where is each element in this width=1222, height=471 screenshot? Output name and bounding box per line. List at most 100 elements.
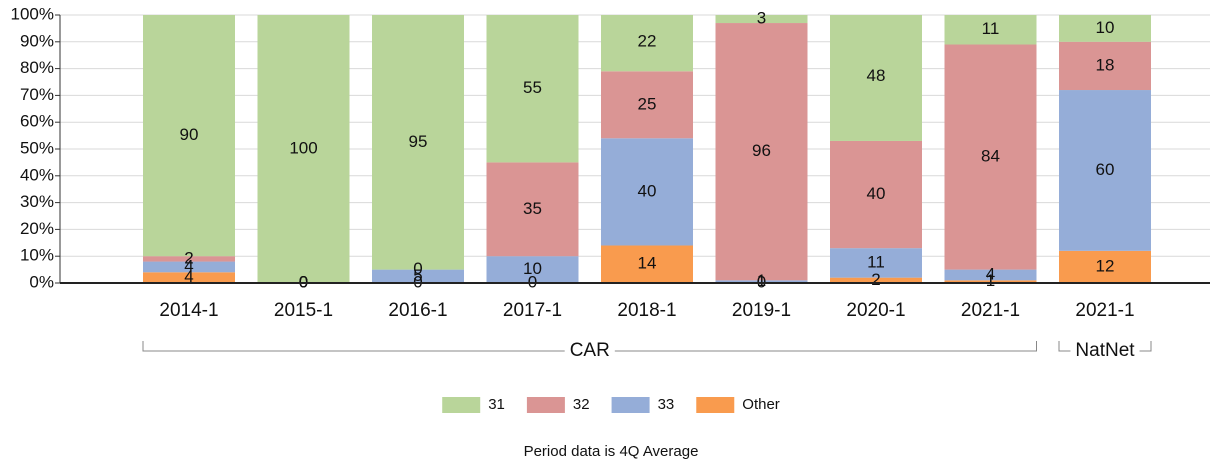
value-label: 18 (1096, 55, 1115, 74)
y-tick-label: 20% (20, 219, 54, 238)
value-label: 3 (757, 9, 766, 28)
value-label: 4 (184, 256, 193, 275)
legend-swatch (611, 397, 650, 413)
bar-segment (944, 269, 1037, 281)
value-label: 11 (867, 252, 885, 271)
value-label: 14 (638, 254, 657, 273)
group-label: NatNet (1075, 340, 1135, 361)
y-tick-label: 40% (20, 165, 54, 184)
value-label: 1 (986, 271, 995, 290)
legend-label: 32 (573, 396, 590, 413)
x-tick-label: 2016-1 (388, 300, 447, 321)
y-tick-label: 90% (20, 31, 54, 50)
x-tick-label: 2019-1 (732, 300, 791, 321)
y-tick-label: 10% (20, 246, 54, 265)
value-label: 0 (413, 272, 422, 291)
value-label: 55 (523, 78, 542, 97)
bar-segment (830, 277, 922, 283)
value-label: 25 (638, 94, 657, 113)
value-label: 0 (299, 272, 308, 291)
value-label: 5 (413, 266, 422, 285)
value-label: 1 (757, 271, 766, 290)
bar-segment (143, 272, 235, 283)
bar-segment (601, 71, 693, 139)
x-tick-label: 2018-1 (617, 300, 676, 321)
legend-swatch (442, 397, 481, 413)
legend-swatch (696, 397, 735, 413)
bar-segment (257, 15, 350, 283)
y-tick-label: 60% (20, 112, 54, 131)
bar-segment (601, 15, 693, 72)
bar-segment (830, 248, 922, 278)
legend-label: Other (742, 396, 780, 413)
value-label: 0 (299, 272, 308, 291)
bar-segment (715, 23, 808, 281)
bar-segment (830, 15, 922, 141)
value-label: 100 (289, 138, 317, 157)
bar-segment (715, 15, 808, 24)
bar-segment (372, 269, 464, 283)
legend-item: 32 (526, 396, 590, 413)
value-label: 4 (986, 264, 995, 283)
value-label: 96 (752, 141, 771, 160)
value-label: 0 (757, 272, 766, 291)
bar-segment (486, 256, 579, 283)
value-label: 48 (867, 66, 886, 85)
group-bracket (142, 341, 1037, 352)
value-label: 12 (1096, 256, 1115, 275)
y-tick-label: 30% (20, 192, 54, 211)
value-label: 0 (299, 272, 308, 291)
bar-segment (830, 140, 922, 249)
y-tick-label: 100% (11, 4, 54, 23)
value-label: 35 (523, 199, 542, 218)
value-label: 90 (180, 125, 199, 144)
bar-segment (1059, 15, 1151, 42)
value-label: 40 (867, 184, 886, 203)
value-label: 84 (981, 147, 1000, 166)
x-tick-label: 2020-1 (846, 300, 905, 321)
group-label: CAR (570, 340, 610, 361)
value-label: 4 (184, 267, 193, 286)
legend-item: 33 (611, 396, 675, 413)
y-tick-label: 50% (20, 138, 54, 157)
legend-item: Other (696, 396, 780, 413)
y-tick-label: 80% (20, 58, 54, 77)
bar-segment (486, 162, 579, 257)
x-tick-label: 2015-1 (274, 300, 333, 321)
bar-segment (944, 15, 1037, 45)
bar-segment (143, 261, 235, 273)
value-label: 2 (184, 248, 193, 267)
legend-label: 33 (658, 396, 675, 413)
y-tick-label: 70% (20, 85, 54, 104)
bar-segment (1059, 41, 1151, 91)
x-tick-label: 2021-1 (1075, 300, 1134, 321)
x-tick-label: 2014-1 (159, 300, 218, 321)
foreground: 0%10%20%30%40%50%60%70%80%90%100%4429020… (11, 4, 1210, 413)
bar-segment (715, 280, 808, 283)
value-label: 40 (638, 181, 657, 200)
value-label: 2 (871, 270, 880, 289)
bar-segment (372, 15, 464, 270)
value-label: 95 (409, 132, 428, 151)
note: Period data is 4Q Average (524, 443, 699, 460)
y-tick-label: 0% (29, 272, 54, 291)
value-label: 10 (523, 259, 542, 278)
bar-segment (143, 256, 235, 262)
group-bracket (1058, 341, 1152, 352)
value-label: 0 (413, 259, 422, 278)
value-label: 0 (528, 272, 537, 291)
bar-segment (486, 15, 579, 163)
bar-segment (944, 280, 1037, 283)
bar-segment (1059, 90, 1151, 251)
bar-segment (1059, 250, 1151, 283)
bar-segment (944, 44, 1037, 270)
legend-label: 31 (488, 396, 505, 413)
value-label: 11 (982, 19, 1000, 38)
legend-swatch (526, 397, 565, 413)
value-label: 10 (1096, 18, 1115, 37)
x-tick-label: 2021-1 (961, 300, 1020, 321)
bar-segment (601, 245, 693, 283)
value-label: 60 (1096, 160, 1115, 179)
